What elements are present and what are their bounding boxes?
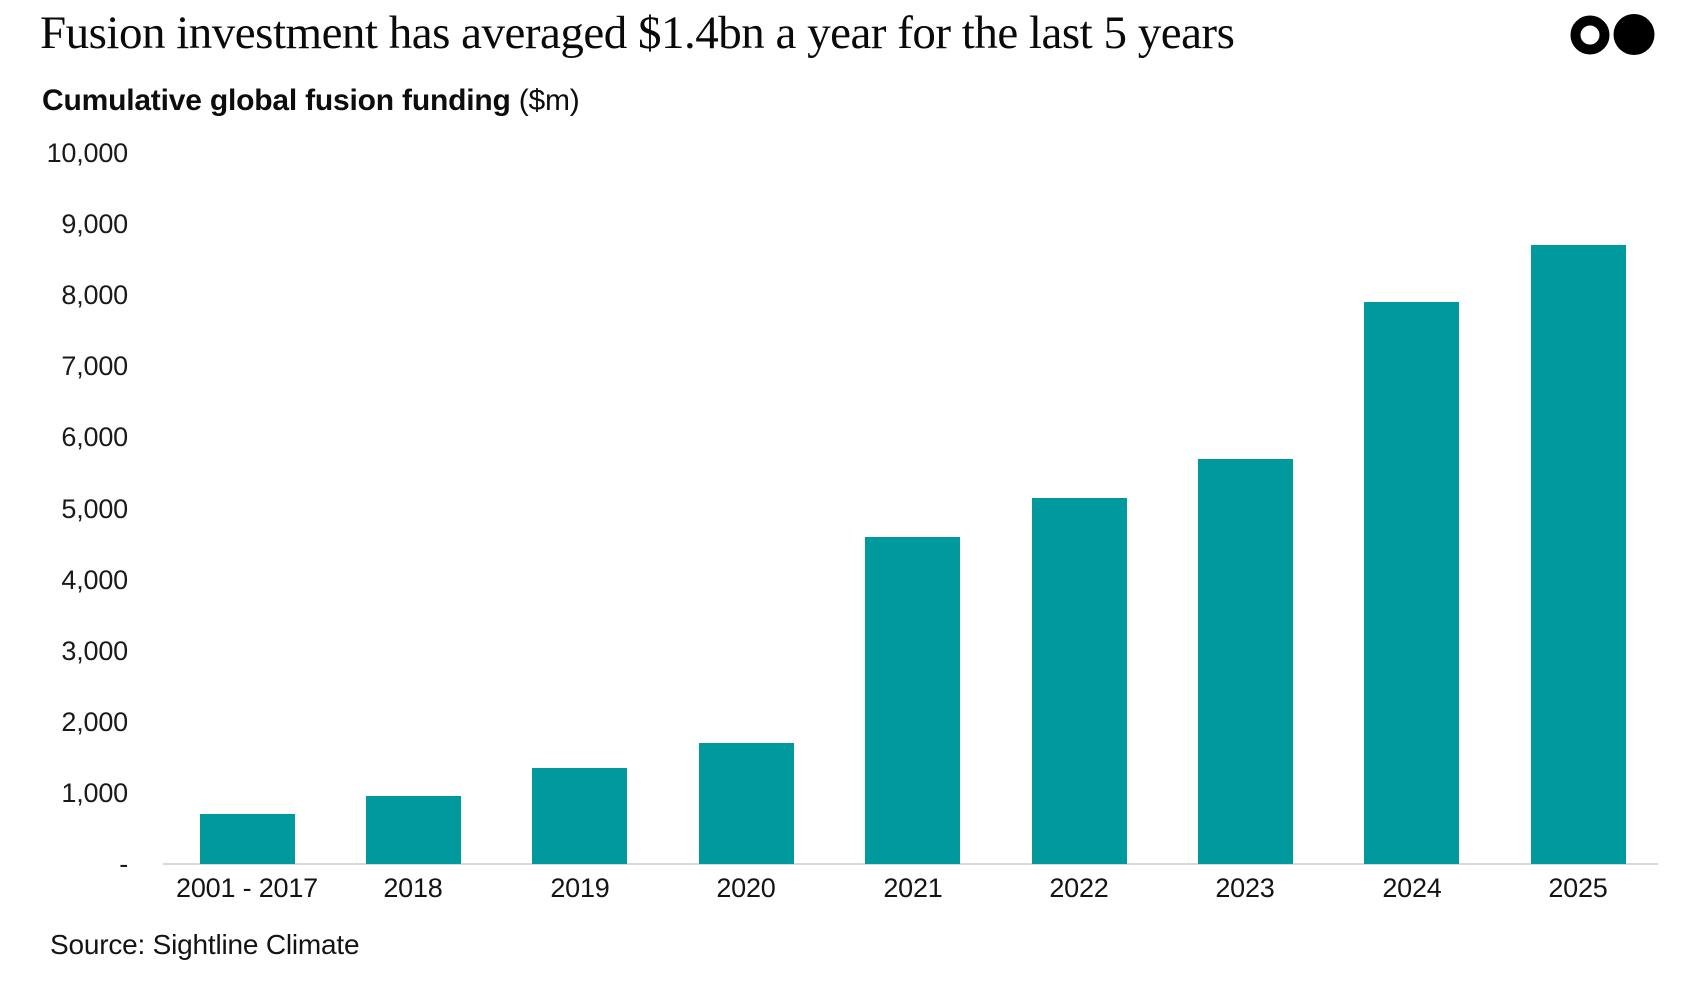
filled-circle-icon xyxy=(1613,14,1655,55)
bar-2024 xyxy=(1364,302,1459,864)
x-axis-label: 2020 xyxy=(716,873,776,903)
y-axis-tick-label: 1,000 xyxy=(61,777,128,808)
x-axis-label: 2022 xyxy=(1049,873,1109,903)
bar-2020 xyxy=(699,743,794,864)
x-axis-label: 2018 xyxy=(383,873,443,903)
chart-subtitle-label: Cumulative global fusion funding xyxy=(42,84,511,117)
bar-2018 xyxy=(366,796,461,864)
y-axis-tick-label: 2,000 xyxy=(61,706,128,737)
x-axis-label: 2019 xyxy=(550,873,610,903)
bar-2022 xyxy=(1032,498,1127,864)
bar-2023 xyxy=(1198,459,1293,864)
source-note: Source: Sightline Climate xyxy=(50,929,360,960)
y-axis-tick-label: 7,000 xyxy=(61,351,128,382)
bar-2019 xyxy=(532,768,627,864)
y-axis-tick-label: 9,000 xyxy=(61,209,128,240)
chart-subtitle: Cumulative global fusion funding ($m) xyxy=(42,84,580,118)
y-axis-tick-label: 3,000 xyxy=(61,635,128,666)
x-axis-label: 2021 xyxy=(883,873,943,903)
bar-2025 xyxy=(1531,245,1626,864)
x-axis-label: 2023 xyxy=(1215,873,1275,903)
y-axis-tick-label: 10,000 xyxy=(46,138,129,168)
x-axis-line xyxy=(163,863,1658,865)
x-axis-label: 2025 xyxy=(1548,873,1608,903)
y-axis-tick-label: 6,000 xyxy=(61,422,128,453)
two-dots-logo-icon xyxy=(1570,14,1655,55)
bar-2001-2017 xyxy=(200,814,295,864)
ring-circle-icon xyxy=(1570,15,1610,55)
y-axis-tick-label: 8,000 xyxy=(61,280,128,311)
x-axis-label: 2001 - 2017 xyxy=(176,873,318,903)
x-axis-label: 2024 xyxy=(1382,873,1442,903)
bar-2021 xyxy=(865,537,960,864)
chart-subtitle-unit: ($m) xyxy=(518,84,580,117)
y-axis-tick-label: - xyxy=(119,849,128,879)
y-axis-tick-label: 5,000 xyxy=(61,493,128,524)
y-axis-tick-label: 4,000 xyxy=(61,564,128,595)
chart-title: Fusion investment has averaged $1.4bn a … xyxy=(40,7,1235,59)
